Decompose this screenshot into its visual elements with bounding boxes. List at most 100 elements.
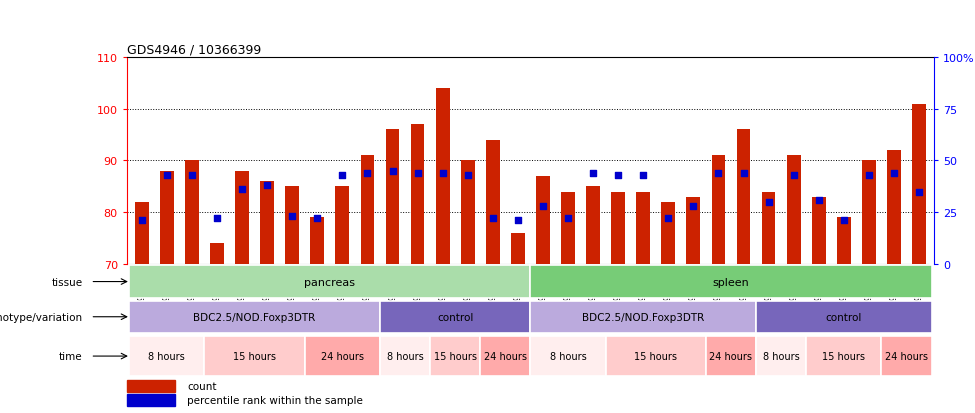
Text: tissue: tissue <box>52 277 82 287</box>
Bar <box>127 380 176 392</box>
Text: control: control <box>437 312 474 322</box>
Bar <box>286 187 299 264</box>
Bar <box>511 233 525 264</box>
FancyBboxPatch shape <box>380 336 430 376</box>
Point <box>760 199 776 206</box>
Bar <box>185 161 199 264</box>
Text: BDC2.5/NOD.Foxp3DTR: BDC2.5/NOD.Foxp3DTR <box>582 312 704 322</box>
Text: 8 hours: 8 hours <box>762 351 800 361</box>
Text: 8 hours: 8 hours <box>550 351 586 361</box>
Text: 24 hours: 24 hours <box>710 351 753 361</box>
Text: count: count <box>187 381 216 391</box>
Bar <box>761 192 775 264</box>
Point <box>836 218 851 224</box>
Point <box>309 216 325 222</box>
Text: 8 hours: 8 hours <box>148 351 185 361</box>
Bar <box>385 130 400 264</box>
Bar <box>210 244 224 264</box>
Bar <box>335 187 349 264</box>
FancyBboxPatch shape <box>481 336 530 376</box>
Bar <box>637 192 650 264</box>
Bar <box>812 197 826 264</box>
Bar <box>536 176 550 264</box>
FancyBboxPatch shape <box>130 266 530 298</box>
Point <box>912 189 927 195</box>
Point <box>410 170 425 177</box>
Point <box>711 170 726 177</box>
FancyBboxPatch shape <box>380 301 530 333</box>
FancyBboxPatch shape <box>605 336 706 376</box>
Point <box>234 187 250 193</box>
Text: 24 hours: 24 hours <box>885 351 928 361</box>
Bar <box>461 161 475 264</box>
Point <box>460 172 476 179</box>
Text: genotype/variation: genotype/variation <box>0 312 82 322</box>
Text: control: control <box>826 312 862 322</box>
Point <box>861 172 877 179</box>
Point <box>334 172 350 179</box>
Point <box>184 172 200 179</box>
Bar <box>737 130 751 264</box>
Text: spleen: spleen <box>713 277 750 287</box>
Bar <box>260 182 274 264</box>
FancyBboxPatch shape <box>205 336 305 376</box>
FancyBboxPatch shape <box>430 336 481 376</box>
FancyBboxPatch shape <box>530 266 931 298</box>
Bar <box>486 140 499 264</box>
Text: 15 hours: 15 hours <box>434 351 477 361</box>
Bar <box>862 161 876 264</box>
Point <box>134 218 149 224</box>
Point <box>259 183 275 189</box>
Text: 24 hours: 24 hours <box>484 351 527 361</box>
Point <box>811 197 827 204</box>
FancyBboxPatch shape <box>881 336 931 376</box>
Point <box>159 172 175 179</box>
Text: time: time <box>58 351 82 361</box>
Point <box>485 216 500 222</box>
Bar <box>561 192 575 264</box>
Point <box>561 216 576 222</box>
Point <box>385 168 401 175</box>
FancyBboxPatch shape <box>530 336 605 376</box>
Bar <box>135 202 148 264</box>
Text: BDC2.5/NOD.Foxp3DTR: BDC2.5/NOD.Foxp3DTR <box>193 312 316 322</box>
Bar <box>586 187 600 264</box>
FancyBboxPatch shape <box>305 336 380 376</box>
Point <box>360 170 375 177</box>
Bar <box>410 125 424 264</box>
Text: 24 hours: 24 hours <box>321 351 364 361</box>
FancyBboxPatch shape <box>756 336 806 376</box>
Point <box>510 218 526 224</box>
Bar <box>787 156 800 264</box>
Bar <box>160 171 174 264</box>
Text: 15 hours: 15 hours <box>822 351 865 361</box>
Bar <box>235 171 249 264</box>
Bar <box>661 202 675 264</box>
Bar <box>361 156 374 264</box>
Point <box>736 170 752 177</box>
FancyBboxPatch shape <box>130 301 380 333</box>
Point <box>285 214 300 220</box>
Bar <box>837 218 850 264</box>
Bar <box>712 156 725 264</box>
Point <box>636 172 651 179</box>
Point <box>610 172 626 179</box>
Bar <box>310 218 324 264</box>
Point <box>786 172 801 179</box>
Bar <box>913 104 926 264</box>
Text: pancreas: pancreas <box>304 277 355 287</box>
Point <box>585 170 601 177</box>
FancyBboxPatch shape <box>130 336 205 376</box>
Point <box>535 203 551 210</box>
Text: 15 hours: 15 hours <box>233 351 276 361</box>
Text: percentile rank within the sample: percentile rank within the sample <box>187 395 363 405</box>
Point <box>886 170 902 177</box>
FancyBboxPatch shape <box>756 301 931 333</box>
FancyBboxPatch shape <box>806 336 881 376</box>
Bar <box>887 151 901 264</box>
Point <box>435 170 450 177</box>
Point <box>210 216 225 222</box>
Point <box>660 216 676 222</box>
Text: 8 hours: 8 hours <box>387 351 423 361</box>
Bar <box>436 89 449 264</box>
